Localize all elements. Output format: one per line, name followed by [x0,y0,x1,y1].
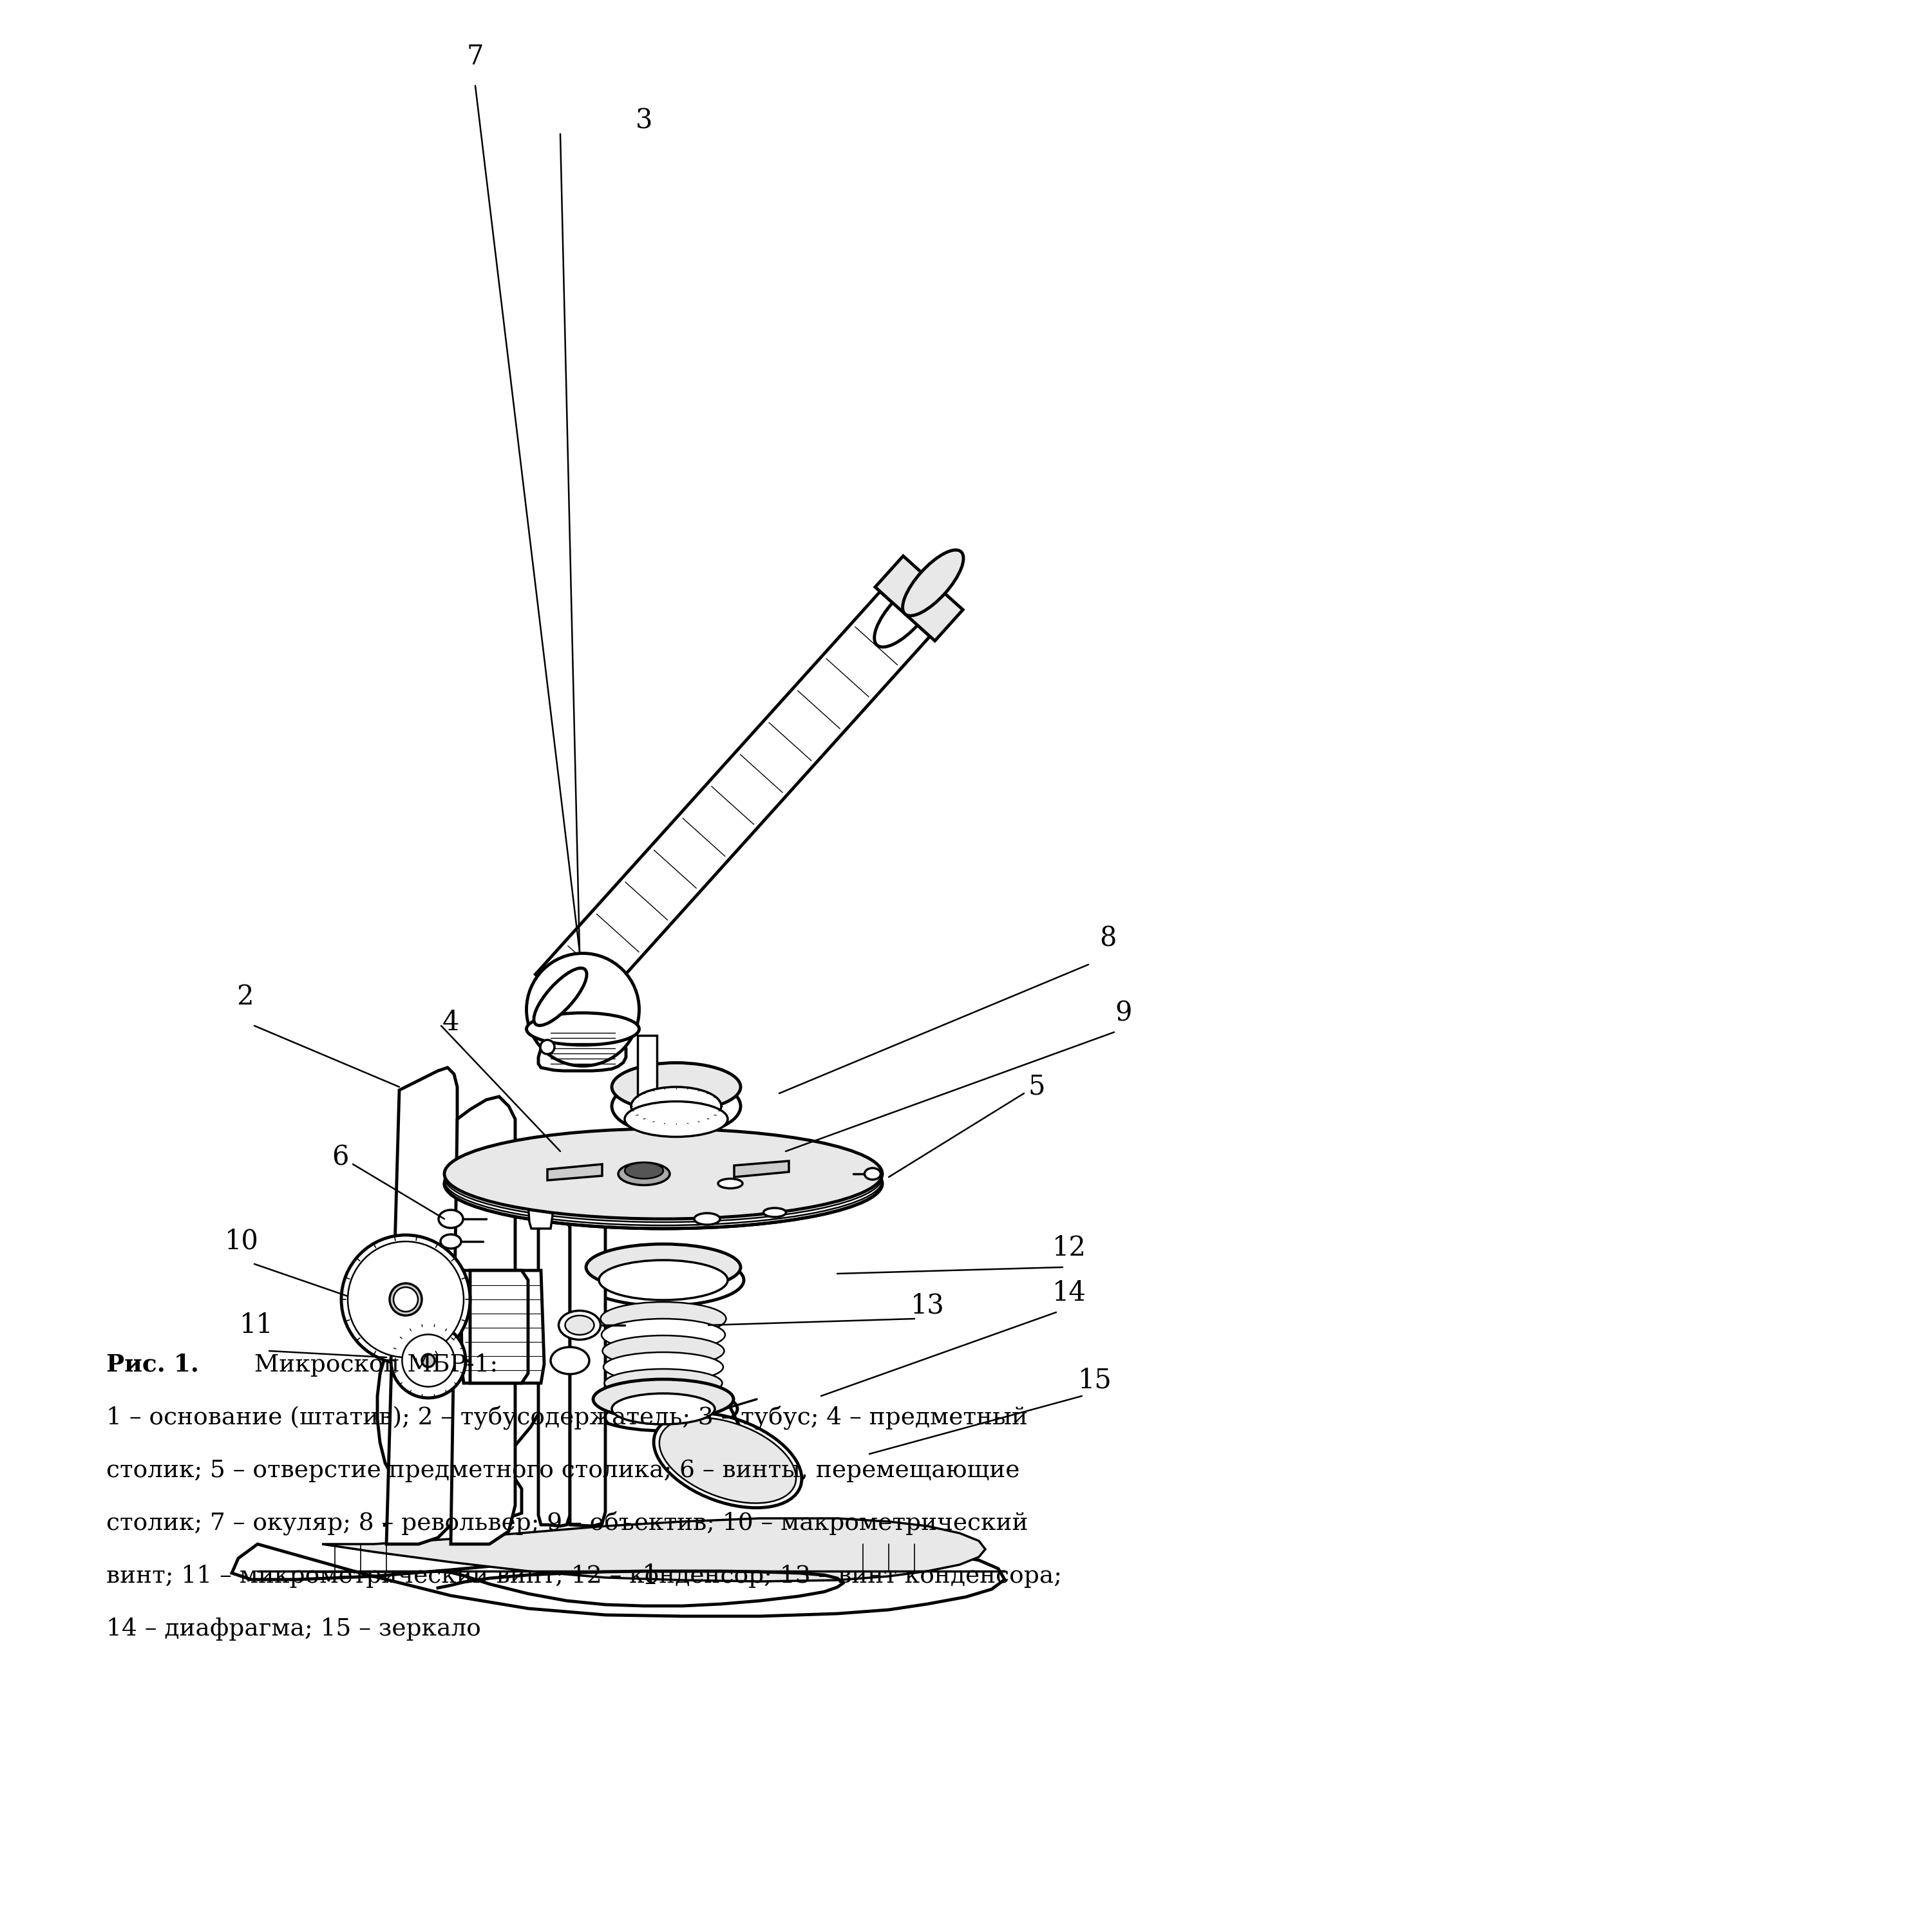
Text: 5: 5 [1028,1074,1045,1101]
Text: Рис. 1.: Рис. 1. [106,1353,199,1378]
Ellipse shape [589,1387,738,1431]
Ellipse shape [599,1260,728,1301]
Text: столик; 7 – окуляр; 8 – револьвер; 9 – объектив; 10 – макрометрический: столик; 7 – окуляр; 8 – револьвер; 9 – о… [106,1510,1028,1535]
Ellipse shape [601,1318,724,1351]
Ellipse shape [593,1380,734,1420]
Ellipse shape [541,1039,554,1054]
Text: 7: 7 [468,42,483,69]
Ellipse shape [439,1210,464,1228]
Polygon shape [875,556,962,641]
Ellipse shape [551,1347,589,1374]
Text: 14 – диафрагма; 15 – зеркало: 14 – диафрагма; 15 – зеркало [106,1618,481,1641]
Ellipse shape [585,1245,740,1291]
Ellipse shape [390,1283,421,1316]
Polygon shape [460,1270,545,1383]
Ellipse shape [603,1335,724,1366]
Polygon shape [386,1068,458,1545]
Text: 12: 12 [1051,1235,1086,1262]
Ellipse shape [612,1393,715,1424]
Ellipse shape [618,1162,670,1185]
Ellipse shape [440,1235,462,1249]
Ellipse shape [866,1168,881,1179]
Ellipse shape [719,1179,742,1189]
Ellipse shape [400,1293,412,1304]
Text: 3: 3 [636,108,653,135]
Ellipse shape [612,1077,740,1135]
Ellipse shape [603,1353,723,1381]
Ellipse shape [875,581,935,646]
Text: 8: 8 [1099,925,1117,952]
Text: Микроскоп МБР-1:: Микроскоп МБР-1: [247,1353,498,1378]
Ellipse shape [526,952,639,1066]
Ellipse shape [421,1354,435,1368]
Polygon shape [469,1270,527,1383]
Text: 15: 15 [1078,1366,1111,1393]
Polygon shape [535,591,929,1020]
Text: 9: 9 [1115,999,1132,1025]
Ellipse shape [348,1241,464,1356]
Text: 10: 10 [224,1228,259,1254]
Text: 6: 6 [332,1145,348,1172]
Ellipse shape [583,1254,744,1306]
Ellipse shape [653,1412,802,1508]
Ellipse shape [402,1335,454,1387]
Text: 13: 13 [910,1293,945,1320]
Ellipse shape [605,1370,723,1397]
Polygon shape [694,1189,721,1216]
Polygon shape [377,1101,566,1528]
Ellipse shape [694,1214,721,1226]
Polygon shape [232,1545,1005,1616]
Polygon shape [323,1518,985,1582]
Polygon shape [539,1029,626,1072]
Polygon shape [570,1206,605,1526]
Ellipse shape [526,1012,639,1045]
Ellipse shape [601,1303,726,1335]
Ellipse shape [624,1101,728,1137]
Text: 11: 11 [240,1312,272,1339]
Ellipse shape [659,1418,796,1503]
Ellipse shape [533,968,587,1025]
Polygon shape [547,1164,603,1179]
Ellipse shape [558,1310,601,1339]
Ellipse shape [564,1316,595,1335]
Polygon shape [539,1206,570,1526]
Text: 2: 2 [236,983,253,1010]
Text: 14: 14 [1053,1279,1086,1306]
Ellipse shape [632,1087,721,1126]
Ellipse shape [612,1062,740,1110]
Polygon shape [632,1306,696,1397]
Text: столик; 5 – отверстие предметного столика; 6 – винты, перемещающие: столик; 5 – отверстие предметного столик… [106,1458,1020,1481]
Ellipse shape [624,1162,663,1179]
Text: 4: 4 [442,1008,460,1035]
Ellipse shape [444,1139,883,1229]
Ellipse shape [763,1208,786,1218]
Polygon shape [638,1035,657,1106]
Ellipse shape [390,1324,466,1399]
Polygon shape [734,1160,788,1177]
Ellipse shape [902,550,964,616]
Ellipse shape [444,1129,883,1220]
Polygon shape [450,1097,516,1545]
Text: винт; 11 – микрометрический винт; 12 – конденсор; 13 – винт конденсора;: винт; 11 – микрометрический винт; 12 – к… [106,1564,1063,1587]
Polygon shape [719,1160,742,1179]
Text: 1 – основание (штатив); 2 – тубусодержатель; 3 – тубус; 4 – предметный: 1 – основание (штатив); 2 – тубусодержат… [106,1405,1028,1430]
Polygon shape [765,1187,784,1210]
Polygon shape [527,1189,553,1229]
Ellipse shape [342,1235,469,1364]
Ellipse shape [394,1287,417,1312]
Text: 1: 1 [641,1562,659,1589]
